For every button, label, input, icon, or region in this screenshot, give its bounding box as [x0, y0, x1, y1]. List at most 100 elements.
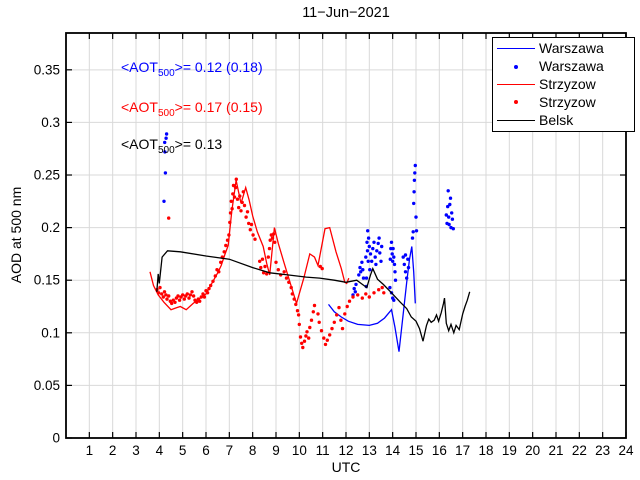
series-dot-warszawa [403, 253, 408, 257]
series-dot-strzyzow [309, 318, 314, 322]
series-dot-strzyzow [233, 185, 238, 190]
series-dot-strzyzow [351, 295, 355, 299]
series-dot-strzyzow [199, 295, 203, 299]
series-dot-warszawa [379, 259, 383, 263]
series-dot-warszawa [370, 259, 374, 263]
series-dot-warszawa [393, 270, 397, 274]
legend-item-warszawa-line: Warszawa [493, 40, 634, 57]
series-dot-strzyzow [261, 271, 266, 275]
x-tick-label: 22 [572, 443, 587, 458]
series-dot-warszawa [448, 196, 453, 200]
y-axis-label: AOD at 500 nm [8, 186, 24, 284]
series-dot-strzyzow [377, 288, 381, 292]
series-dot-warszawa [447, 215, 451, 219]
series-dot-warszawa [444, 213, 448, 217]
series-dot-strzyzow [231, 183, 236, 188]
series-dot-warszawa [406, 257, 410, 261]
series-dot-warszawa [365, 249, 370, 253]
series-dot-warszawa [364, 255, 368, 259]
series-dot-strzyzow [284, 276, 289, 280]
series-dot-strzyzow [301, 345, 305, 350]
series-dot-strzyzow [282, 270, 286, 274]
series-dot-warszawa [401, 255, 405, 259]
belsk-line-sample-icon [493, 119, 539, 121]
series-dot-strzyzow [165, 297, 169, 301]
series-dot-warszawa [448, 202, 452, 207]
series-dot-strzyzow [356, 293, 360, 297]
series-dot-strzyzow [190, 290, 194, 294]
series-dot-warszawa [163, 140, 167, 145]
annotation-warszawa-mean: <AOT500>= 0.12 (0.18) [121, 59, 263, 79]
series-dot-strzyzow [213, 274, 217, 278]
series-dot-warszawa [352, 286, 356, 291]
series-dot-strzyzow [305, 330, 309, 334]
series-dot-strzyzow [260, 257, 265, 261]
series-dot-strzyzow [240, 200, 244, 205]
series-dot-warszawa [412, 178, 417, 182]
series-dot-strzyzow [217, 270, 221, 274]
series-dot-strzyzow [319, 329, 324, 333]
series-dot-strzyzow [304, 334, 308, 338]
x-tick-label: 19 [502, 443, 517, 458]
series-dot-strzyzow [380, 285, 384, 290]
series-dot-strzyzow [156, 291, 161, 295]
series-dot-warszawa [375, 249, 379, 253]
series-dot-warszawa [380, 244, 384, 249]
legend-item-warszawa-dot: Warszawa [493, 58, 634, 75]
series-dot-strzyzow [205, 291, 210, 295]
series-dot-warszawa [392, 262, 397, 267]
series-dot-warszawa [393, 278, 398, 282]
series-dot-warszawa [388, 285, 392, 290]
annotation-belsk-mean: <AOT500>= 0.13 [121, 136, 223, 156]
series-dot-warszawa [162, 199, 166, 203]
strzyzow-dot-sample-icon [493, 100, 539, 105]
x-tick-label: 4 [156, 443, 164, 458]
series-dot-strzyzow [228, 220, 232, 225]
series-dot-warszawa [391, 246, 395, 251]
series-dot-strzyzow [294, 302, 298, 307]
warszawa-line-sample-icon [493, 48, 539, 50]
series-dot-warszawa [372, 240, 376, 244]
x-tick-label: 2 [109, 443, 117, 458]
series-dot-strzyzow [267, 246, 272, 251]
x-tick-label: 9 [272, 443, 280, 458]
series-dot-warszawa [405, 276, 409, 280]
series-dot-strzyzow [244, 215, 248, 219]
warszawa-dot-sample-icon [493, 64, 539, 69]
series-dot-warszawa [403, 270, 408, 274]
x-tick-label: 1 [86, 443, 94, 458]
series-dot-strzyzow [235, 197, 240, 201]
legend: Warszawa Warszawa Strzyzow Strzyzow Bels… [492, 37, 635, 132]
y-tick-label: 0.3 [41, 115, 60, 130]
series-dot-strzyzow [195, 300, 199, 304]
series-dot-strzyzow [298, 335, 303, 339]
series-dot-warszawa [377, 236, 381, 240]
series-dot-warszawa [366, 259, 370, 263]
series-dot-warszawa [402, 262, 406, 267]
series-dot-warszawa [357, 273, 361, 277]
series-dot-warszawa [367, 244, 371, 249]
series-dot-warszawa [163, 171, 168, 175]
series-dot-strzyzow [273, 240, 277, 244]
series-dot-warszawa [390, 252, 394, 256]
x-tick-label: 18 [478, 443, 493, 458]
series-dot-strzyzow [188, 293, 193, 297]
series-dot-strzyzow [317, 320, 321, 324]
series-dot-strzyzow [287, 280, 291, 284]
series-dot-strzyzow [185, 292, 189, 296]
series-dot-strzyzow [201, 292, 205, 296]
series-dot-strzyzow [234, 177, 238, 181]
series-dot-strzyzow [335, 313, 339, 317]
series-dot-strzyzow [332, 320, 336, 324]
x-tick-label: 6 [202, 443, 210, 458]
series-dot-strzyzow [181, 293, 185, 297]
series-dot-strzyzow [162, 290, 167, 294]
series-dot-strzyzow [320, 266, 324, 271]
y-tick-label: 0.25 [34, 168, 60, 183]
chart-title: 11−Jun−2021 [302, 5, 390, 21]
series-dot-strzyzow [272, 232, 276, 236]
series-dot-warszawa [368, 252, 373, 256]
series-dot-strzyzow [198, 299, 202, 303]
x-tick-label: 15 [408, 443, 423, 458]
